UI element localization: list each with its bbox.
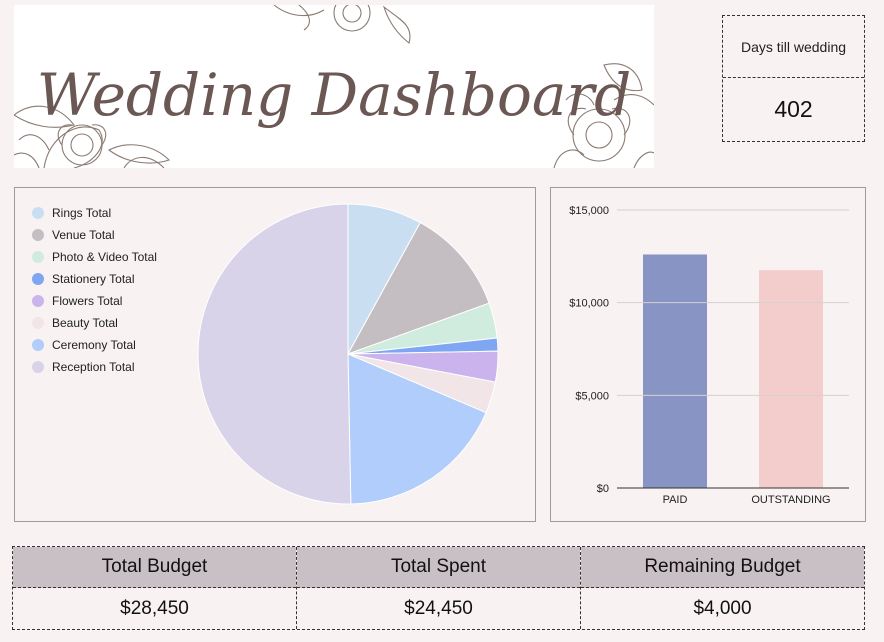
expense-pie-chart — [197, 203, 499, 505]
pie-slice-venue-total — [346, 221, 490, 355]
remaining-budget-value: $4,000 — [581, 588, 864, 629]
expense-pie-chart-panel: Rings Total Venue Total Photo & Video Tota… — [14, 187, 536, 522]
budget-summary-table: Total Budget $28,450 Total Spent $24,450… — [12, 546, 865, 630]
legend-swatch — [32, 207, 44, 219]
bar-paid — [643, 254, 707, 488]
legend-swatch — [32, 317, 44, 329]
svg-text:Wedding Dashboard: Wedding Dashboard — [37, 61, 632, 129]
legend-label: Stationery Total — [52, 272, 135, 286]
legend-item-stationery-total: Stationery Total — [32, 268, 157, 290]
y-tick-label: $5,000 — [575, 390, 609, 402]
legend-swatch — [32, 273, 44, 285]
legend-item-rings-total: Rings Total — [32, 202, 157, 224]
days-till-wedding-card: Days till wedding 402 — [722, 15, 865, 142]
y-tick-label: $15,000 — [569, 205, 609, 217]
legend-item-ceremony-total: Ceremony Total — [32, 334, 157, 356]
paid-vs-outstanding-chart-panel: $0 $5,000 $10,000 $15,000 PAID OUTSTANDING — [550, 187, 866, 522]
x-tick-label-paid: PAID — [663, 494, 688, 506]
days-till-wedding-value: 402 — [774, 96, 813, 122]
legend-item-venue-total: Venue Total — [32, 224, 157, 246]
bar-outstanding — [759, 270, 823, 488]
x-tick-label-outstanding: OUTSTANDING — [751, 494, 830, 506]
legend-item-flowers-total: Flowers Total — [32, 290, 157, 312]
total-spent-value: $24,450 — [297, 588, 580, 629]
banner-title: Wedding Dashboard — [37, 61, 632, 129]
days-till-wedding-label: Days till wedding — [723, 16, 864, 78]
y-tick-label: $0 — [597, 483, 609, 495]
legend-swatch — [32, 361, 44, 373]
legend-item-photo-and-video-total: Photo & Video Total — [32, 246, 157, 268]
legend-label: Beauty Total — [52, 316, 118, 330]
total-budget-column: Total Budget $28,450 — [13, 547, 297, 629]
legend-swatch — [32, 251, 44, 263]
legend-item-reception-total: Reception Total — [32, 356, 157, 378]
legend-label: Flowers Total — [52, 294, 123, 308]
total-budget-value: $28,450 — [13, 588, 296, 629]
total-spent-column: Total Spent $24,450 — [297, 547, 581, 629]
pie-slice-ceremony-total — [347, 353, 487, 505]
total-budget-header: Total Budget — [13, 547, 296, 588]
y-tick-label: $10,000 — [569, 298, 609, 310]
legend-swatch — [32, 229, 44, 241]
legend-swatch — [32, 295, 44, 307]
legend-label: Rings Total — [52, 206, 112, 220]
remaining-budget-header: Remaining Budget — [581, 547, 864, 588]
paid-vs-outstanding-bar-chart: $0 $5,000 $10,000 $15,000 PAID OUTSTANDING — [569, 205, 849, 506]
legend-label: Ceremony Total — [52, 338, 136, 352]
legend-item-beauty-total: Beauty Total — [32, 312, 157, 334]
legend-swatch — [32, 339, 44, 351]
pie-legend: Rings Total Venue Total Photo & Video Tota… — [32, 202, 157, 378]
legend-label: Reception Total — [52, 360, 135, 374]
pie-slice-reception-total — [197, 203, 352, 505]
remaining-budget-column: Remaining Budget $4,000 — [581, 547, 864, 629]
legend-label: Venue Total — [52, 228, 115, 242]
dashboard-banner: Wedding Dashboard — [14, 5, 654, 168]
legend-label: Photo & Video Total — [52, 250, 157, 264]
floral-decoration — [14, 5, 654, 168]
total-spent-header: Total Spent — [297, 547, 580, 588]
